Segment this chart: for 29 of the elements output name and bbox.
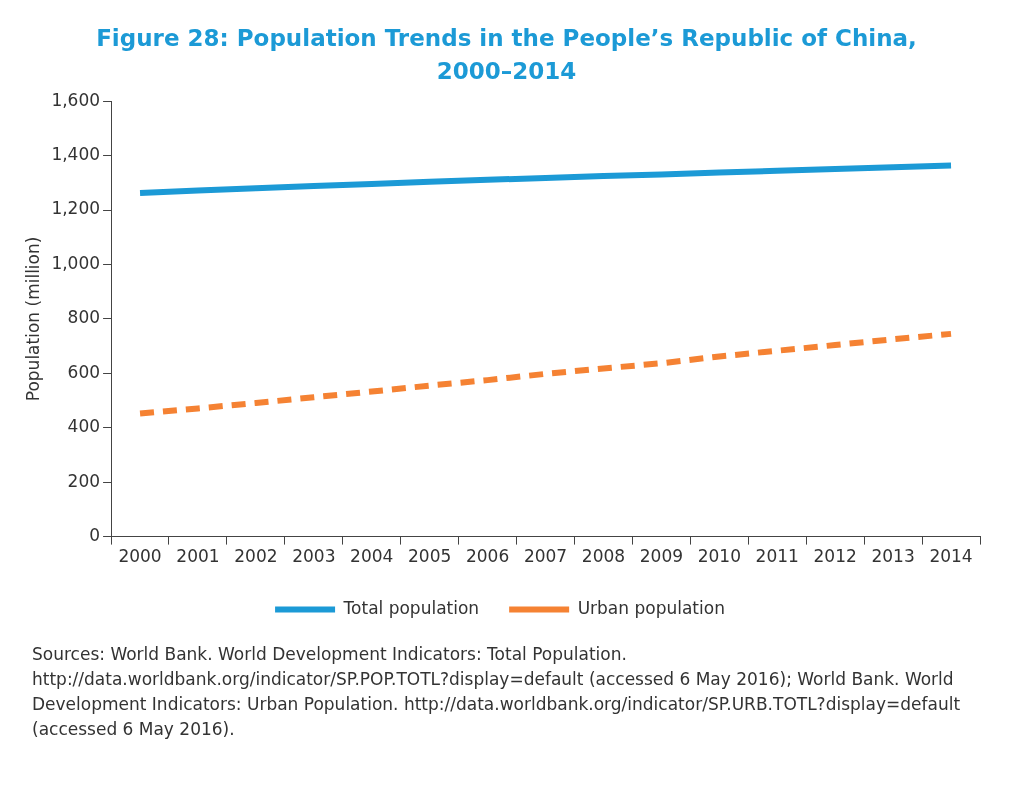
x-tick-label: 2002 bbox=[234, 546, 278, 567]
x-tick-label: 2000 bbox=[118, 546, 162, 567]
y-tick-label: 1,600 bbox=[51, 89, 101, 110]
x-tick-label: 2001 bbox=[176, 546, 220, 567]
x-tick-label: 2012 bbox=[813, 546, 857, 567]
chart-title: Figure 28: Population Trends in the People’s Republic of China, 2000–2014 bbox=[95, 24, 918, 86]
y-tick-label: 400 bbox=[67, 416, 101, 437]
x-tick-label: 2003 bbox=[292, 546, 336, 567]
x-tick-label: 2009 bbox=[639, 546, 684, 567]
x-tick-label: 2011 bbox=[755, 546, 799, 567]
x-tick-label: 2005 bbox=[408, 546, 452, 567]
x-tick-label: 2007 bbox=[523, 546, 568, 567]
legend-label: Urban population bbox=[577, 597, 725, 618]
y-axis-title: Population (million) bbox=[22, 236, 43, 402]
y-tick-label: 800 bbox=[67, 307, 101, 328]
x-tick-label: 2008 bbox=[581, 546, 626, 567]
y-tick-label: 1,200 bbox=[51, 198, 101, 219]
y-tick-label: 1,000 bbox=[51, 252, 101, 273]
x-tick-label: 2004 bbox=[350, 546, 394, 567]
x-tick-label: 2013 bbox=[871, 546, 915, 567]
source-note: Sources: World Bank. World Development Indicators: Total Population. http://data.worldbank.org/indicator/SP.POP.TOTL?display=default (accessed 6 May 2016); World Bank. World Development Indicators: Urban Population. http://data.worldbank.org/indicator/SP.URB.TOTL?display=default (accessed 6 May 2016). bbox=[32, 643, 962, 741]
x-tick-label: 2006 bbox=[465, 546, 510, 567]
y-tick-label: 600 bbox=[67, 361, 101, 382]
x-tick-label: 2010 bbox=[697, 546, 741, 567]
y-tick-label: 200 bbox=[67, 470, 101, 491]
legend-label: Total population bbox=[342, 597, 480, 618]
y-tick-label: 1,400 bbox=[51, 144, 101, 165]
y-tick-label: 0 bbox=[89, 525, 101, 546]
x-tick-label: 2014 bbox=[929, 546, 973, 567]
